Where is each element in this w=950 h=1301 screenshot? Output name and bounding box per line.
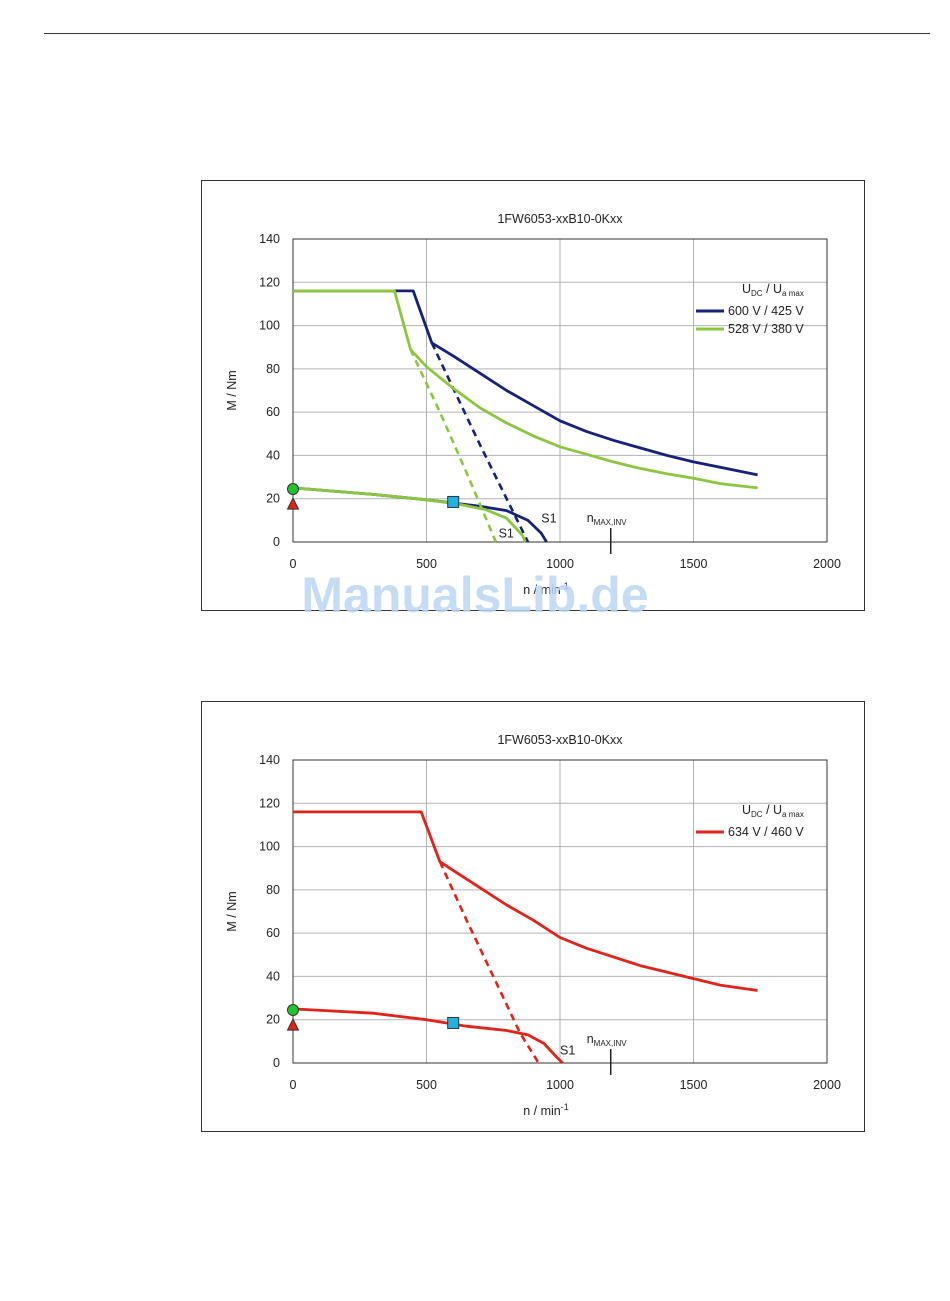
marker-triangle: [286, 497, 300, 510]
x-tick-label: 0: [290, 557, 297, 571]
chart-title: 1FW6053-xxB10-0Kxx: [497, 212, 623, 226]
y-tick-label: 60: [266, 926, 280, 940]
legend-label: 528 V / 380 V: [728, 322, 804, 336]
series-0-s1-label: S1: [541, 512, 556, 526]
chart-title: 1FW6053-xxB10-0Kxx: [497, 733, 623, 747]
x-axis-label-text: n / min: [523, 1104, 561, 1118]
x-tick-label: 1500: [680, 1078, 708, 1092]
x-axis-label-sup: -1: [561, 1102, 569, 1112]
series-0-dashed-line: [430, 342, 530, 543]
x-axis-label: n / min-1: [523, 1102, 569, 1118]
x-tick-label: 0: [290, 1078, 297, 1092]
legend-header-u: U: [742, 282, 751, 296]
chart-1: 1FW6053-xxB10-0Kxx 0 500 1000 1500 2000 0 20 40 6…: [225, 212, 841, 597]
legend-header-ua: U: [773, 282, 782, 296]
y-tick-label: 40: [266, 448, 280, 462]
chart-2: 1FW6053-xxB10-0Kxx 0 500 1000 1500 2000 0 20 40 6…: [225, 733, 841, 1118]
y-tick-label: 80: [266, 362, 280, 376]
legend-header-ua: U: [773, 803, 782, 817]
legend-header-sep: /: [763, 282, 773, 296]
chart-frame-1: 1FW6053-xxB10-0Kxx 0 500 1000 1500 2000 0 20 40 6…: [201, 180, 865, 611]
y-tick-label: 20: [266, 492, 280, 506]
legend-header-dc: DC: [751, 289, 763, 298]
nmax-label: nMAX,INV: [587, 511, 628, 527]
y-tick-label: 100: [259, 840, 280, 854]
x-axis-label-text: n / min: [523, 583, 561, 597]
series-1-dashed-line: [409, 348, 498, 543]
x-axis-label: n / min-1: [523, 581, 569, 597]
y-tick-label: 120: [259, 796, 280, 810]
legend-header-sep: /: [763, 803, 773, 817]
x-tick-label: 1500: [680, 557, 708, 571]
y-tick-label: 80: [266, 883, 280, 897]
y-axis-label: M / Nm: [225, 891, 239, 931]
series-0-max-torque-line: [293, 810, 758, 992]
series-0-dashed-line: [438, 861, 540, 1064]
series-0-max-torque-line: [293, 289, 758, 477]
y-tick-label: 0: [273, 1056, 280, 1070]
x-tick-label: 2000: [813, 1078, 841, 1092]
marker-square: [447, 495, 460, 508]
plot-area: [292, 759, 828, 1064]
top-rule: [44, 33, 930, 34]
series-1-s1-line: [292, 486, 527, 543]
x-axis-label-sup: -1: [561, 581, 569, 591]
nmax-label: nMAX,INV: [587, 1032, 628, 1048]
legend-header: UDC / Ua max: [742, 803, 804, 819]
legend-header-u: U: [742, 803, 751, 817]
y-tick-label: 60: [266, 405, 280, 419]
marker-square: [447, 1016, 460, 1029]
legend-header-amax: a max: [782, 810, 804, 819]
x-tick-label: 2000: [813, 557, 841, 571]
y-tick-label: 100: [259, 319, 280, 333]
legend-header-amax: a max: [782, 289, 804, 298]
nmax-label-sub: MAX,INV: [594, 1039, 628, 1048]
nmax-label-main: n: [587, 1032, 594, 1046]
plot-area: [292, 238, 828, 543]
x-tick-label: 1000: [546, 1078, 574, 1092]
legend-header: UDC / Ua max: [742, 282, 804, 298]
chart-frame-2: 1FW6053-xxB10-0Kxx 0 500 1000 1500 2000 0 20 40 6…: [201, 701, 865, 1132]
legend-label: 600 V / 425 V: [728, 304, 804, 318]
marker-circle: [287, 1003, 299, 1016]
series-0-s1-label: S1: [560, 1043, 575, 1057]
marker-triangle: [286, 1018, 300, 1031]
y-axis-label: M / Nm: [225, 370, 239, 410]
series-1-max-torque-line: [293, 289, 758, 490]
nmax-label-main: n: [587, 511, 594, 525]
y-tick-label: 140: [259, 232, 280, 246]
x-tick-label: 1000: [546, 557, 574, 571]
y-tick-label: 40: [266, 969, 280, 983]
nmax-label-sub: MAX,INV: [594, 518, 628, 527]
y-tick-label: 20: [266, 1013, 280, 1027]
x-tick-label: 500: [416, 557, 437, 571]
legend-label: 634 V / 460 V: [728, 825, 804, 839]
y-tick-label: 0: [273, 535, 280, 549]
series-0-s1-line: [292, 1007, 564, 1065]
y-tick-label: 140: [259, 753, 280, 767]
legend-header-dc: DC: [751, 810, 763, 819]
marker-circle: [287, 482, 299, 495]
series-1-s1-label: S1: [499, 527, 514, 541]
y-tick-label: 120: [259, 275, 280, 289]
x-tick-label: 500: [416, 1078, 437, 1092]
